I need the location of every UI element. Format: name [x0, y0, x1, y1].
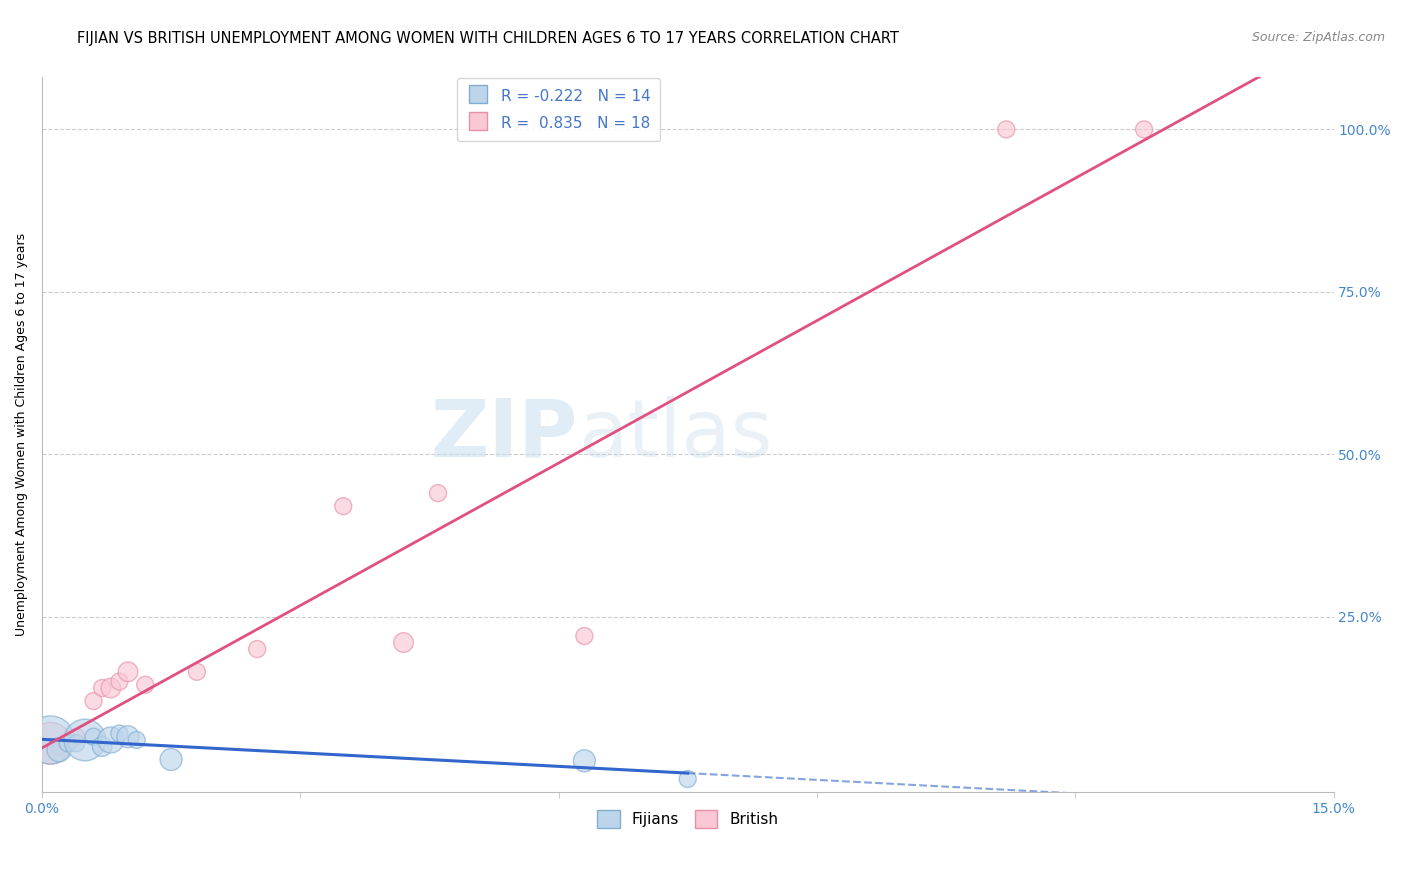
Point	[83, 694, 105, 708]
Point	[91, 739, 114, 754]
Point	[73, 733, 96, 747]
Point	[134, 678, 156, 692]
Point	[574, 754, 596, 768]
Point	[125, 733, 148, 747]
Point	[574, 629, 596, 643]
Text: FIJIAN VS BRITISH UNEMPLOYMENT AMONG WOMEN WITH CHILDREN AGES 6 TO 17 YEARS CORR: FIJIAN VS BRITISH UNEMPLOYMENT AMONG WOM…	[77, 31, 900, 46]
Point	[108, 674, 131, 689]
Point	[1133, 122, 1156, 136]
Text: ZIP: ZIP	[430, 396, 578, 474]
Point	[56, 736, 79, 750]
Point	[39, 736, 62, 750]
Point	[117, 730, 139, 744]
Point	[48, 743, 70, 757]
Text: Source: ZipAtlas.com: Source: ZipAtlas.com	[1251, 31, 1385, 45]
Point	[246, 642, 269, 657]
Point	[108, 726, 131, 740]
Point	[39, 733, 62, 747]
Point	[117, 665, 139, 679]
Point	[332, 499, 354, 513]
Point	[186, 665, 208, 679]
Y-axis label: Unemployment Among Women with Children Ages 6 to 17 years: Unemployment Among Women with Children A…	[15, 233, 28, 636]
Point	[65, 736, 87, 750]
Legend: Fijians, British: Fijians, British	[591, 804, 785, 834]
Point	[995, 122, 1018, 136]
Text: atlas: atlas	[578, 396, 772, 474]
Point	[427, 486, 450, 500]
Point	[100, 681, 122, 695]
Point	[91, 681, 114, 695]
Point	[56, 736, 79, 750]
Point	[676, 772, 699, 786]
Point	[392, 635, 415, 649]
Point	[100, 733, 122, 747]
Point	[48, 739, 70, 754]
Point	[83, 730, 105, 744]
Point	[160, 752, 183, 766]
Point	[65, 730, 87, 744]
